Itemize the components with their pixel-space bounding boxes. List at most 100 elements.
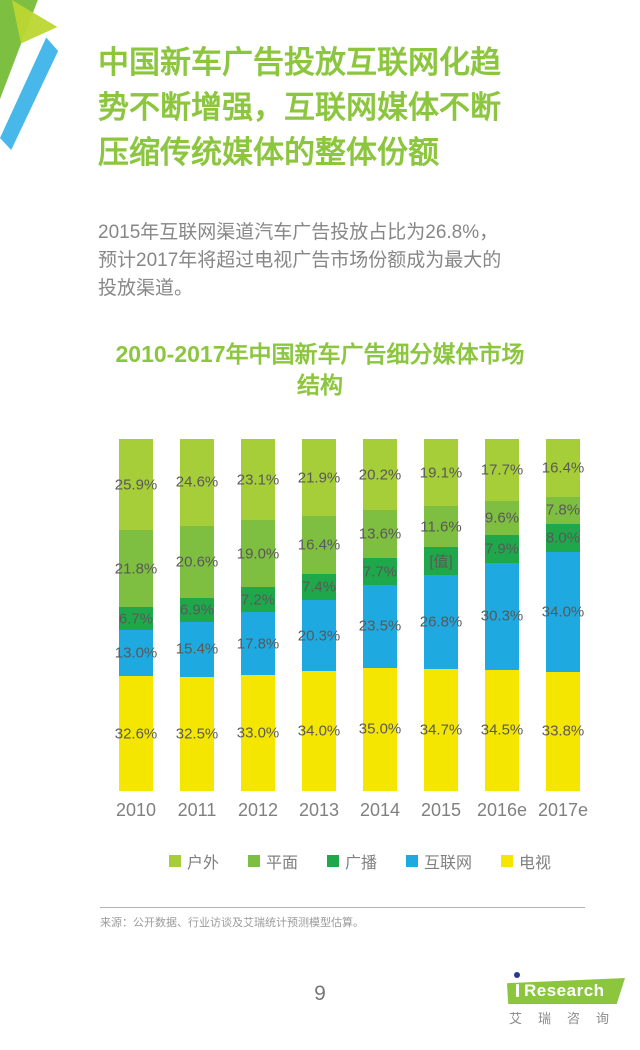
legend-item-广播: 广播 xyxy=(326,849,377,873)
segment-value-label: 8.0% xyxy=(545,529,581,547)
intro-line-3: 投放渠道。 xyxy=(98,278,194,299)
source-note: 来源：公开数据、行业访谈及艾瑞统计预测模型估算。 xyxy=(100,917,364,929)
legend-label: 户外 xyxy=(186,855,219,872)
segment-value-label: 16.4% xyxy=(297,536,341,554)
x-axis-label: 2016e xyxy=(476,800,528,820)
logo-wordmark: Research xyxy=(524,981,605,1000)
segment-value-label: [值] xyxy=(429,553,453,571)
segment-value-label: 7.7% xyxy=(362,563,398,580)
x-axis-label: 2014 xyxy=(359,800,401,820)
segment-value-label: 7.8% xyxy=(545,501,581,519)
bar-segment-电视: 34.0% xyxy=(298,671,340,791)
stacked-bar: 25.9% 21.8% 6.7% 13.0% 32.6% xyxy=(115,439,157,791)
legend-label: 广播 xyxy=(344,855,377,872)
bar-segment-互联网: 26.8% xyxy=(420,574,462,669)
legend-label: 电视 xyxy=(519,855,552,872)
segment-value-label: 23.5% xyxy=(358,617,402,635)
segment-value-label: 13.6% xyxy=(358,525,402,543)
bar-segment-广播: [值] xyxy=(424,547,458,575)
legend-swatch-icon xyxy=(406,855,418,867)
legend-swatch-icon xyxy=(501,855,514,867)
legend-item-平面: 平面 xyxy=(247,849,298,873)
segment-value-label: 34.7% xyxy=(419,721,463,739)
segment-value-label: 7.9% xyxy=(484,540,520,558)
bar-segment-广播: 7.4% xyxy=(301,573,337,600)
legend-swatch-icon xyxy=(247,855,260,867)
bar-segment-平面: 21.8% xyxy=(115,530,157,607)
corner-decoration xyxy=(0,0,70,150)
bar-segment-电视: 32.6% xyxy=(115,676,157,791)
legend-item-互联网: 互联网 xyxy=(406,849,472,873)
x-axis-label: 2017e xyxy=(537,800,589,820)
segment-value-label: 9.6% xyxy=(484,509,520,527)
bar-segment-广播: 7.9% xyxy=(485,535,519,563)
segment-value-label: 26.8% xyxy=(419,613,463,631)
bar-segment-广播: 7.2% xyxy=(240,587,276,613)
stacked-bar: 19.1% 11.6% [值] 26.8% 34.7% xyxy=(420,439,462,791)
stacked-bar: 16.4% 7.8% 8.0% 34.0% 33.8% xyxy=(542,439,584,791)
bar-segment-电视: 34.7% xyxy=(420,668,462,791)
segment-value-label: 34.0% xyxy=(541,603,585,621)
segment-value-label: 21.9% xyxy=(297,469,341,487)
stacked-bar: 21.9% 16.4% 7.4% 20.3% 34.0% xyxy=(298,439,340,791)
page-title-line-2: 势不断增强，互联网媒体不断 xyxy=(98,90,501,125)
logo-i-stem xyxy=(516,984,519,997)
bar-segment-电视: 33.0% xyxy=(237,674,279,791)
segment-value-label: 6.7% xyxy=(118,610,154,628)
bar-segment-户外: 20.2% xyxy=(359,439,401,511)
stacked-bar: 17.7% 9.6% 7.9% 30.3% 34.5% xyxy=(481,439,523,791)
legend-swatch-icon xyxy=(326,855,339,867)
legend-item-户外: 户外 xyxy=(168,849,219,873)
bar-segment-户外: 17.7% xyxy=(481,439,523,502)
page-title: 中国新车广告投放互联网化趋 势不断增强，互联网媒体不断 压缩传统媒体的整体份额 xyxy=(98,40,578,175)
segment-value-label: 7.4% xyxy=(301,578,337,596)
bar-segment-互联网: 13.0% xyxy=(115,630,157,677)
logo-i-dot-icon xyxy=(514,972,520,978)
legend-label: 平面 xyxy=(265,855,298,872)
bar-segment-广播: 6.9% xyxy=(180,598,214,623)
segment-value-label: 13.0% xyxy=(114,644,158,662)
bar-segment-电视: 34.5% xyxy=(481,669,523,791)
bar-segment-电视: 35.0% xyxy=(359,667,401,791)
x-axis-label: 2010 xyxy=(115,800,157,820)
x-axis-label: 2012 xyxy=(237,800,279,820)
segment-value-label: 20.3% xyxy=(297,627,341,645)
segment-value-label: 19.0% xyxy=(236,545,280,563)
legend-swatch-icon xyxy=(168,855,181,867)
segment-value-label: 17.7% xyxy=(480,461,524,479)
bar-segment-电视: 32.5% xyxy=(176,676,218,791)
bar-column-2013: 21.9% 16.4% 7.4% 20.3% 34.0% 2013 xyxy=(298,439,340,821)
segment-value-label: 32.6% xyxy=(114,725,158,743)
segment-value-label: 20.6% xyxy=(175,553,219,571)
stacked-bar: 23.1% 19.0% 7.2% 17.8% 33.0% xyxy=(237,439,279,791)
bar-segment-广播: 7.7% xyxy=(362,557,398,586)
bar-column-2017e: 16.4% 7.8% 8.0% 34.0% 33.8% 2017e xyxy=(538,439,588,821)
logo-flag-shape: Research xyxy=(507,978,625,1004)
chart-title-line-2: 结构 xyxy=(297,372,343,398)
bar-segment-户外: 25.9% xyxy=(115,439,157,531)
iresearch-logo: Research 艾瑞咨询 xyxy=(503,966,627,1026)
intro-line-1: 2015年互联网渠道汽车广告投放占比为26.8%， xyxy=(98,222,499,243)
stacked-bar-chart: 25.9% 21.8% 6.7% 13.0% 32.6% 2010 24.6% 20.6% 6.… xyxy=(115,439,588,821)
stacked-bar: 20.2% 13.6% 7.7% 23.5% 35.0% xyxy=(359,439,401,791)
segment-value-label: 35.0% xyxy=(358,720,402,738)
bar-column-2010: 25.9% 21.8% 6.7% 13.0% 32.6% 2010 xyxy=(115,439,157,821)
segment-value-label: 7.2% xyxy=(240,591,276,609)
bar-segment-广播: 6.7% xyxy=(118,606,154,631)
page-title-line-1: 中国新车广告投放互联网化趋 xyxy=(98,45,501,80)
chart-title: 2010-2017年中国新车广告细分媒体市场 结构 xyxy=(70,339,570,401)
bar-column-2015: 19.1% 11.6% [值] 26.8% 34.7% 2015 xyxy=(420,439,462,821)
bar-segment-平面: 16.4% xyxy=(298,516,340,574)
bar-segment-电视: 33.8% xyxy=(542,672,584,791)
segment-value-label: 33.8% xyxy=(541,722,585,740)
bar-segment-平面: 20.6% xyxy=(176,525,218,599)
segment-value-label: 33.0% xyxy=(236,724,280,742)
intro-line-2: 预计2017年将超过电视广告市场份额成为最大的 xyxy=(98,250,502,271)
chart-title-line-1: 2010-2017年中国新车广告细分媒体市场 xyxy=(115,341,525,367)
bar-segment-平面: 9.6% xyxy=(484,501,520,536)
segment-value-label: 34.0% xyxy=(297,722,341,740)
segment-value-label: 16.4% xyxy=(541,459,585,477)
segment-value-label: 21.8% xyxy=(114,560,158,578)
segment-value-label: 32.5% xyxy=(175,725,219,743)
